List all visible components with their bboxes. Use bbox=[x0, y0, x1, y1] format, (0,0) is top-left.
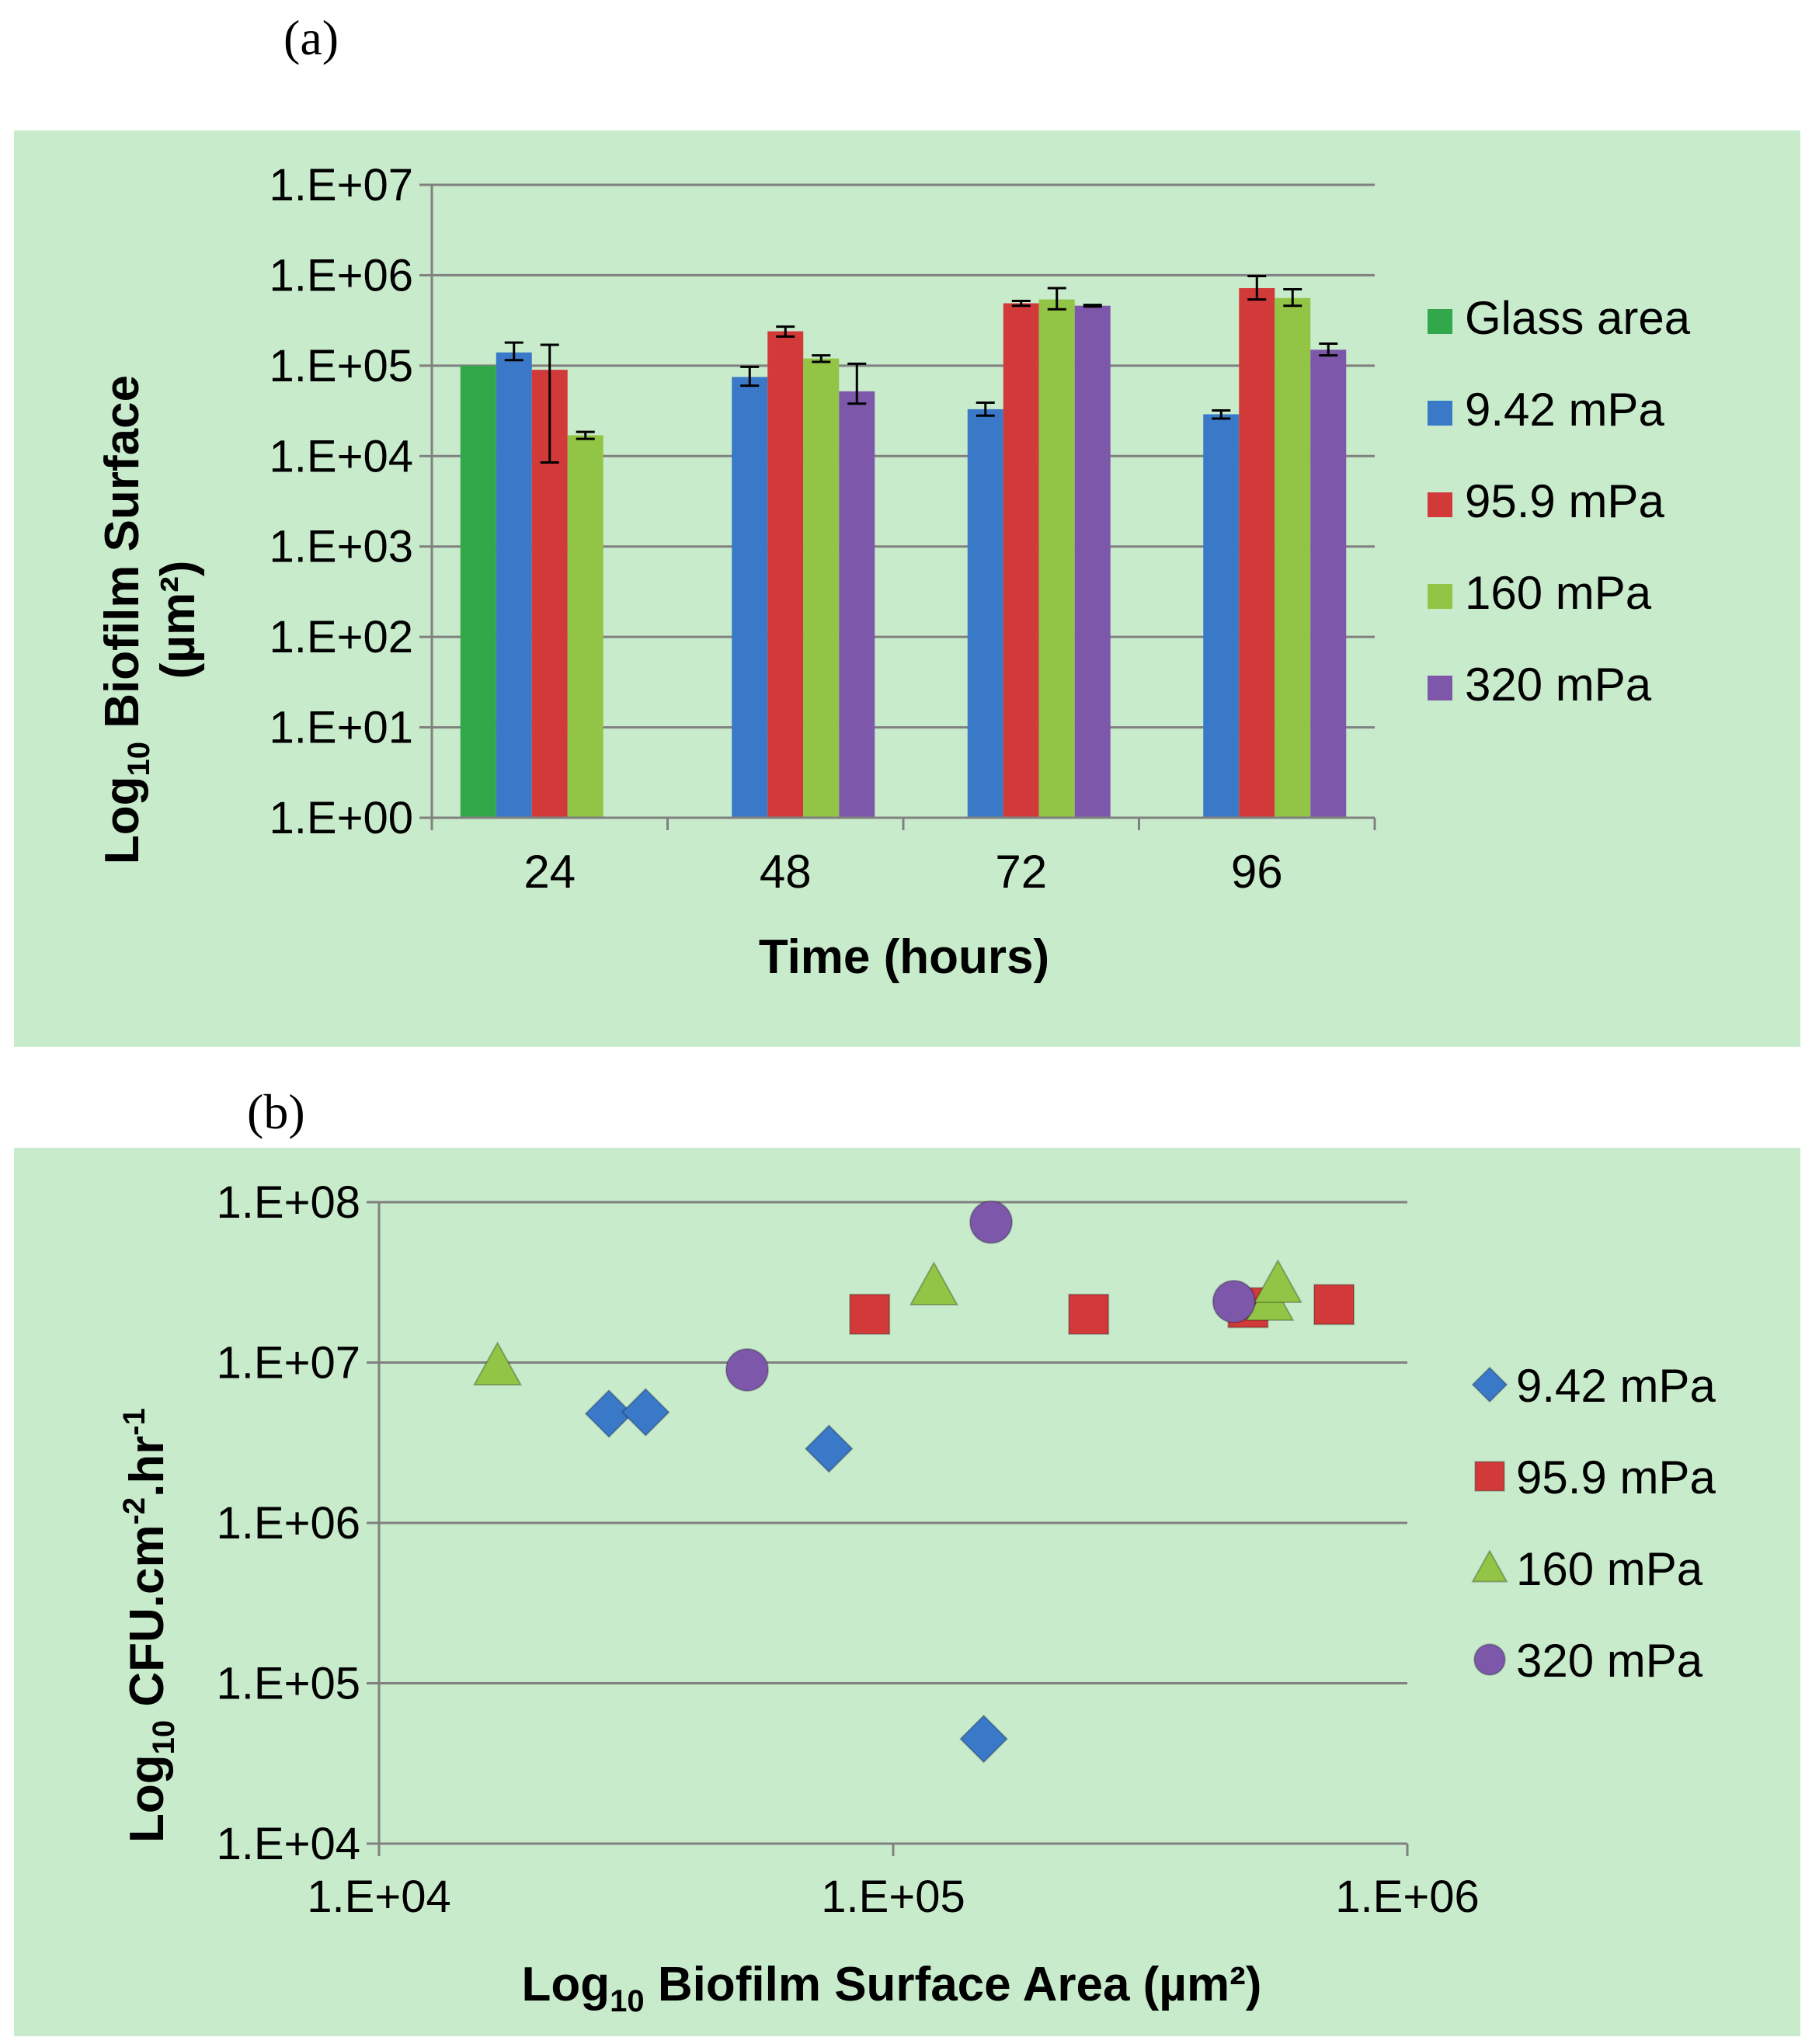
bar-9-42-mpa bbox=[732, 377, 768, 819]
bar-chart-y-tick-label: 1.E+02 bbox=[270, 612, 413, 662]
point-160-mpa bbox=[909, 1260, 959, 1305]
point-160-mpa bbox=[472, 1341, 523, 1386]
bar-160-mpa bbox=[1275, 297, 1311, 818]
legend-swatch bbox=[1428, 676, 1452, 700]
bar-9-42-mpa bbox=[967, 408, 1003, 818]
scatter-y-tick-label: 1.E+05 bbox=[217, 1659, 360, 1709]
scatter-y-tick-label: 1.E+06 bbox=[217, 1498, 360, 1549]
scatter-x-tick-label: 1.E+05 bbox=[821, 1872, 965, 1922]
scatter-chart: 1.E+04 1.E+05 1.E+06 1.E+07 1.E+08 1.E+04 1.E… bbox=[117, 1177, 1716, 2018]
bar-320-mpa bbox=[1074, 305, 1111, 818]
bar-chart-y-tick-label: 1.E+01 bbox=[270, 703, 413, 753]
bar-95-9-mpa bbox=[1003, 303, 1039, 818]
scatter-y-tick-label: 1.E+08 bbox=[217, 1177, 360, 1228]
scatter-y-tick-label: 1.E+04 bbox=[217, 1819, 360, 1869]
bar-95-9-mpa bbox=[767, 331, 804, 818]
legend-label: 9.42 mPa bbox=[1465, 384, 1664, 436]
point-160-mpa bbox=[1253, 1258, 1302, 1304]
bar-160-mpa bbox=[1038, 299, 1075, 818]
point-95-9-mpa bbox=[1068, 1293, 1110, 1335]
bar-chart: 1.E+00 1.E+01 1.E+02 1.E+03 1.E+04 1.E+05 1.E+… bbox=[96, 160, 1691, 984]
bar-chart-panel: 1.E+00 1.E+01 1.E+02 1.E+03 1.E+04 1.E+05 1.E+… bbox=[14, 130, 1800, 1047]
legend-swatch bbox=[1428, 401, 1452, 426]
bar-160-mpa bbox=[567, 435, 603, 818]
legend-label: 160 mPa bbox=[1465, 567, 1652, 619]
bar-chart-y-tick-label: 1.E+00 bbox=[270, 793, 413, 843]
scatter-y-axis-title: Log10 CFU.cm-2.hr-1 bbox=[117, 1408, 181, 1843]
scatter-x-axis-title: Log10 Biofilm Surface Area (µm²) bbox=[522, 1958, 1262, 2018]
bar-glass-area bbox=[460, 365, 496, 818]
scatter-x-tick-label: 1.E+06 bbox=[1335, 1872, 1479, 1922]
legend-marker bbox=[1471, 1549, 1508, 1583]
bar-160-mpa bbox=[803, 358, 840, 818]
scatter-y-tick-label: 1.E+07 bbox=[217, 1338, 360, 1389]
scatter-x-tick-label: 1.E+04 bbox=[307, 1872, 450, 1922]
bar-chart-y-tick-label: 1.E+05 bbox=[270, 341, 413, 391]
legend-marker bbox=[1471, 1366, 1508, 1403]
legend-label: 320 mPa bbox=[1465, 659, 1652, 711]
bar-320-mpa bbox=[839, 391, 875, 818]
point-320-mpa bbox=[969, 1200, 1013, 1244]
point-95-9-mpa bbox=[1313, 1284, 1355, 1326]
point-95-9-mpa bbox=[849, 1293, 891, 1335]
bar-chart-x-axis-title: Time (hours) bbox=[759, 930, 1049, 984]
legend-label: 95.9 mPa bbox=[1516, 1451, 1716, 1503]
legend-label: 320 mPa bbox=[1516, 1635, 1703, 1687]
legend-label: 160 mPa bbox=[1516, 1543, 1703, 1595]
bar-chart-y-tick-label: 1.E+04 bbox=[270, 431, 413, 481]
bar-chart-y-tick-label: 1.E+07 bbox=[270, 160, 413, 210]
bar-95-9-mpa bbox=[1239, 288, 1275, 818]
bar-chart-x-tick-label: 72 bbox=[995, 846, 1047, 898]
bar-chart-y-axis-title: Log10 Biofilm Surface bbox=[96, 375, 156, 864]
bar-9-42-mpa bbox=[1203, 414, 1240, 818]
point-320-mpa bbox=[725, 1347, 769, 1392]
legend-swatch bbox=[1428, 492, 1452, 517]
point-9-42-mpa bbox=[804, 1424, 854, 1473]
scatter-chart-panel: 1.E+04 1.E+05 1.E+06 1.E+07 1.E+08 1.E+04 1.E… bbox=[14, 1148, 1800, 2036]
bar-320-mpa bbox=[1310, 349, 1347, 818]
point-9-42-mpa bbox=[584, 1389, 634, 1438]
bar-9-42-mpa bbox=[496, 352, 532, 819]
point-9-42-mpa bbox=[959, 1714, 1008, 1764]
bar-chart-x-tick-label: 24 bbox=[523, 846, 576, 898]
panel-a-label: (a) bbox=[283, 10, 339, 65]
legend-swatch bbox=[1428, 584, 1452, 609]
legend-label: Glass area bbox=[1465, 292, 1691, 344]
bar-chart-y-axis-title-units: (µm²) bbox=[151, 561, 205, 680]
legend-label: 9.42 mPa bbox=[1516, 1360, 1716, 1412]
bar-chart-y-tick-label: 1.E+06 bbox=[270, 250, 413, 301]
point-9-42-mpa bbox=[621, 1388, 670, 1437]
legend-swatch bbox=[1428, 309, 1452, 334]
legend-marker bbox=[1474, 1461, 1505, 1492]
bar-chart-x-tick-label: 96 bbox=[1231, 846, 1283, 898]
legend-label: 95.9 mPa bbox=[1465, 475, 1664, 527]
bar-chart-x-tick-label: 48 bbox=[760, 846, 812, 898]
panel-b-label: (b) bbox=[247, 1084, 305, 1139]
bar-chart-y-tick-label: 1.E+03 bbox=[270, 522, 413, 572]
legend-marker bbox=[1473, 1643, 1506, 1676]
point-320-mpa bbox=[1212, 1279, 1256, 1323]
